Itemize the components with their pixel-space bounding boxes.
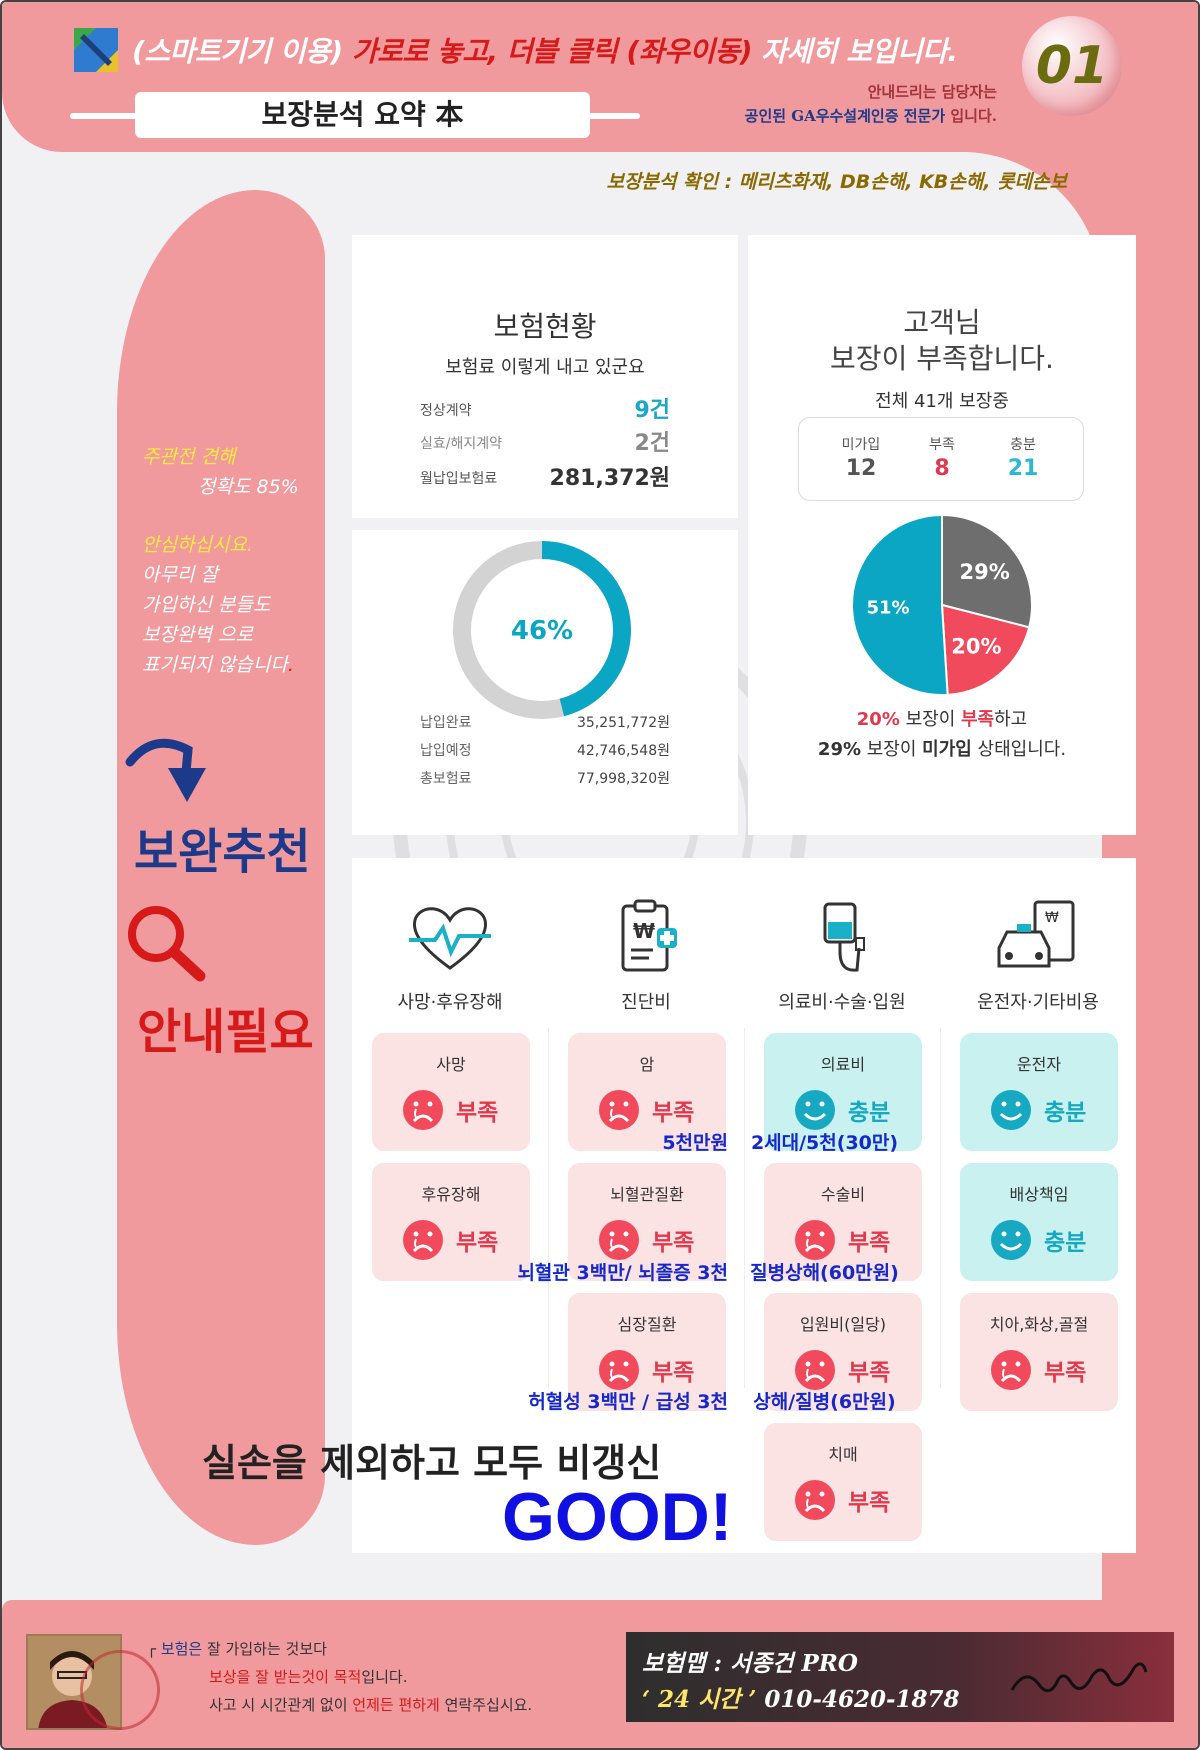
coverage-subtitle: 전체 41개 보장중 [875,391,1009,412]
status-row: 월납입보험료 281,372원 [420,466,670,491]
smile-face-icon [991,1220,1031,1260]
contact-card[interactable]: 보험맵 : 서종건 PRO ‘ 24 시간 ’ 010-4620-1878 [626,1632,1174,1722]
clipboard-medical-icon: ₩ [621,899,677,972]
column-divider [744,1028,745,1388]
heart-monitor-icon [409,907,491,970]
left-panel [117,190,325,1545]
reassure-text: 안심하십시요. 아무리 잘 가입하신 분들도 보장완벽 으로 표기되지 않습니다… [142,534,294,676]
note-cerebro: 뇌혈관 3백만/ 뇌졸증 3천 [517,1262,728,1284]
status-row: 정상계약 9건 [420,398,670,423]
insurance-status-title: 보험현황 [493,310,597,343]
coverage-summary-2: 29% 보장이 미가입 상태입니다. [817,739,1067,760]
need-guide-label: 안내필요 [137,1004,314,1060]
smile-face-icon [795,1090,835,1130]
title-bar: 보장분석 요약 本 [70,92,640,138]
headline: (스마트기기 이용) 가로로 놓고, 더블 클릭 (좌우이동) 자세히 보입니다… [132,35,958,68]
pie-slice [851,513,949,696]
tile-cancer[interactable]: 암 부족 [568,1033,726,1151]
coverage-counts: 미가입 12 부족 8 충분 21 [798,417,1084,501]
category-death: 사망·후유장해 [352,898,548,1014]
tile-dental[interactable]: 치아,화상,골절 부족 [960,1293,1118,1411]
footer-message: ┌ 보험은 잘 가입하는 것보다 보상을 잘 받는것이 목적입니다. 사고 시 … [147,1640,533,1714]
coverage-title: 고객님 보장이 부족합니다. [830,306,1054,375]
curved-arrow-icon [125,738,206,802]
smile-face-icon [991,1090,1031,1130]
note-surgery: 질병상해(60만원) [750,1262,899,1284]
payment-row: 총보험료 77,998,320원 [420,771,670,787]
signature-image [1010,1662,1148,1693]
pie-slice-label: 51% [866,598,909,619]
iv-drip-icon [823,902,865,972]
tile-driver[interactable]: 운전자 충분 [960,1033,1118,1151]
tile-cerebro[interactable]: 뇌혈관질환 부족 [568,1163,726,1281]
page-number-badge: 01 [1022,16,1122,116]
category-driver: ₩ 운전자·기타비용 [940,898,1136,1014]
pie-slice [941,513,1033,629]
payment-row: 납입완료 35,251,772원 [420,715,670,731]
column-divider [940,1028,941,1388]
note-heart: 허혈성 3백만 / 급성 3천 [528,1391,728,1413]
sad-face-icon [403,1220,443,1260]
coverage-detail-card: 사망·후유장해 ₩ 진단비 의료비·수술·입원 [352,858,1136,1553]
note-cancer: 5천만원 [662,1132,728,1154]
sad-face-icon [599,1220,639,1260]
sad-face-icon [795,1220,835,1260]
sad-face-icon [599,1090,639,1130]
payment-donut-chart: 46% [453,541,631,719]
tile-death[interactable]: 사망 부족 [372,1033,530,1151]
search-icon [128,906,206,982]
sad-face-icon [991,1350,1031,1390]
payment-card: 46% 납입완료 35,251,772원 납입예정 42,746,548원 총보험료… [352,530,738,835]
tile-heart[interactable]: 심장질환 부족 [568,1293,726,1411]
guide-text: 안내드리는 담당자는 공인된 GA우수설계인증 전문가 입니다. [744,83,997,125]
app-logo-icon [74,28,118,72]
pie-slice [940,603,1031,696]
coverage-card: 고객님 보장이 부족합니다. 전체 41개 보장중 미가입 12 부족 8 충분… [748,235,1136,835]
coverage-summary-1: 20% 보장이 부족하고 [856,709,1028,730]
sad-face-icon [403,1090,443,1130]
seal-stamp [80,1650,160,1730]
tile-medical[interactable]: 의료비 충분 [764,1033,922,1151]
pie-slice-label: 29% [960,560,1010,584]
column-divider [548,1028,549,1388]
count-sufficient: 충분 21 [1007,437,1039,481]
tile-liability[interactable]: 배상책임 충분 [960,1163,1118,1281]
svg-text:₩: ₩ [1045,910,1059,926]
contact-phone[interactable]: ‘ 24 시간 ’ 010-4620-1878 [642,1686,960,1713]
opinion-text: 주관전 견해 정확도 85% [142,446,299,498]
category-diagnosis: ₩ 진단비 [548,898,744,1014]
insurance-status-card: 보험현황 보험료 이렇게 내고 있군요 정상계약 9건 실효/해지계약 2건 월… [352,235,738,518]
count-lacking: 부족 8 [929,437,955,481]
tile-surgery[interactable]: 수술비 부족 [764,1163,922,1281]
payment-row: 납입예정 42,746,548원 [420,743,670,759]
recommend-label: 보완추천 [134,824,311,880]
status-row: 실효/해지계약 2건 [420,431,670,456]
sad-face-icon [795,1350,835,1390]
tile-disability[interactable]: 후유장해 부족 [372,1163,530,1281]
sad-face-icon [795,1480,835,1520]
svg-text:₩: ₩ [633,919,655,943]
note-medical: 2세대/5천(30만) [750,1132,899,1154]
donut-percent-label: 46% [511,616,573,646]
coverage-pie-chart: 29% 20% 51% [851,513,1033,696]
pie-slice-label: 20% [951,635,1001,659]
sad-face-icon [599,1350,639,1390]
category-medical: 의료비·수술·입원 [744,898,940,1014]
tile-hospital[interactable]: 입원비(일당) 부족 [764,1293,922,1411]
note-hospital: 상해/질병(6만원) [753,1391,896,1413]
tile-dementia[interactable]: 치매 부족 [764,1423,922,1541]
car-document-icon: ₩ [997,900,1075,968]
count-not-joined: 미가입 12 [841,437,881,481]
page-title: 보장분석 요약 本 [135,92,590,138]
insurance-status-subtitle: 보험료 이렇게 내고 있군요 [445,357,645,378]
good-text: GOOD! [502,1479,733,1555]
contact-name: 보험맵 : 서종건 PRO [642,1650,858,1677]
non-renewal-text: 실손을 제외하고 모두 비갱신 [202,1441,662,1485]
donut-paid-arc [541,541,631,717]
confirm-companies: 보장분석 확인 : 메리츠화재, DB손해, KB손해, 롯데손보 [606,171,1067,193]
